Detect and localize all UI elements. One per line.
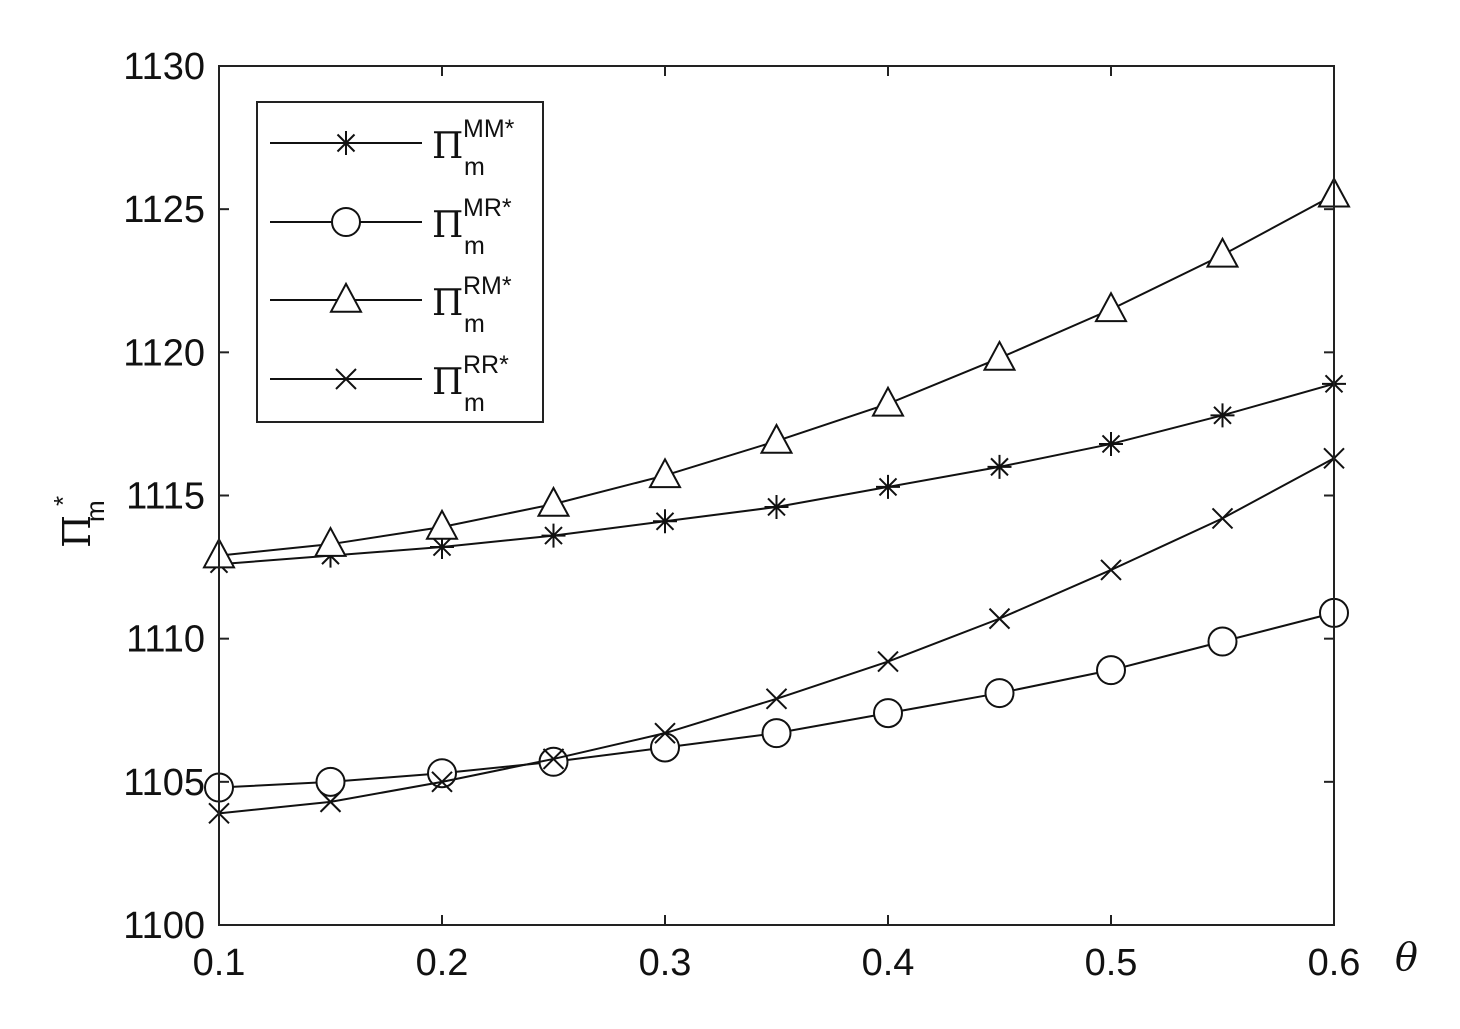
y-axis-label: Π m *	[48, 496, 110, 548]
y-tick-label: 1100	[123, 905, 205, 947]
data-point-circle	[1207, 626, 1238, 657]
y-tick-label: 1115	[126, 476, 205, 518]
legend-marker-asterisk	[334, 131, 358, 155]
data-point-x	[877, 650, 899, 673]
data-point-circle	[650, 732, 680, 763]
legend-label-main: Π	[432, 283, 463, 324]
data-point-triangle	[536, 485, 571, 517]
y-axis-label-main: Π	[55, 515, 99, 548]
legend-label-main: Π	[432, 362, 463, 403]
legend-label-main: Π	[432, 126, 463, 167]
data-point-triangle	[759, 422, 794, 454]
x-tick-label: 0.2	[416, 942, 469, 984]
data-point-triangle	[871, 385, 905, 417]
data-point-circle	[873, 698, 903, 729]
legend-items: Π MM*mΠ MR*mΠ RM*mΠ RR*m	[270, 115, 515, 417]
x-tick-label: 0.5	[1085, 942, 1138, 984]
legend-box	[256, 101, 544, 423]
legend-label-sup: RR*	[463, 351, 509, 379]
data-point-x	[765, 688, 788, 710]
data-point-x	[1100, 559, 1122, 581]
series-circle	[204, 597, 1349, 803]
y-tick-label: 1125	[123, 189, 205, 231]
data-point-circle	[984, 678, 1015, 709]
data-point-asterisk	[541, 523, 566, 548]
legend-label-sup: MR*	[463, 194, 512, 222]
data-point-asterisk	[653, 509, 677, 534]
data-point-asterisk	[876, 474, 900, 499]
y-axis-label-sub: m	[80, 500, 110, 522]
data-point-triangle	[1094, 291, 1128, 323]
x-axis-label: θ	[1395, 935, 1418, 979]
data-point-x	[431, 771, 453, 793]
data-point-circle	[315, 766, 346, 797]
y-tick-label: 1120	[123, 332, 205, 374]
data-point-asterisk	[1210, 403, 1235, 428]
legend-label-sub: m	[464, 389, 485, 417]
data-point-triangle	[982, 339, 1017, 371]
legend: Π MM*mΠ MR*mΠ RM*mΠ RR*m	[256, 101, 544, 423]
legend-label-sup: MM*	[463, 115, 515, 143]
series-layer	[202, 176, 1351, 825]
data-point-x	[988, 607, 1011, 630]
legend-label-sub: m	[464, 232, 485, 260]
data-point-x	[654, 722, 676, 744]
data-point-circle	[761, 718, 792, 749]
data-point-asterisk	[1099, 431, 1123, 456]
series-x	[208, 447, 1345, 825]
legend-marker-circle	[331, 207, 361, 237]
legend-item: Π MM* m	[270, 115, 515, 181]
data-point-x	[1211, 507, 1234, 530]
data-point-asterisk	[430, 535, 454, 560]
legend-label-sub: m	[464, 310, 485, 338]
series-triangle	[202, 176, 1351, 569]
x-tick-label: 0.4	[862, 942, 915, 984]
y-tick-label: 1110	[126, 619, 205, 661]
y-axis-label-sup: *	[48, 496, 78, 506]
legend-label-sub: m	[464, 153, 485, 181]
data-point-triangle	[313, 525, 348, 557]
ticks-layer: 0.1 0.2 0.3 0.4 0.5 0.6 1100 1105 1110 1115 1120 11…	[123, 46, 1360, 984]
data-point-triangle	[1205, 236, 1240, 268]
legend-item: Π MR* m	[270, 194, 512, 260]
data-point-asterisk	[764, 494, 789, 519]
y-tick-label: 1130	[123, 46, 205, 88]
x-tick-label: 0.3	[639, 942, 692, 984]
data-point-circle	[1096, 655, 1126, 686]
y-tick-label: 1105	[123, 762, 205, 804]
legend-item: Π RR* m	[270, 351, 509, 417]
legend-label-sup: RM*	[463, 272, 512, 300]
data-point-x	[542, 748, 565, 770]
legend-marker-x	[335, 368, 357, 390]
x-tick-label: 0.6	[1308, 942, 1361, 984]
data-point-asterisk	[987, 454, 1012, 479]
data-point-x	[319, 791, 342, 813]
legend-marker-triangle	[329, 281, 363, 313]
x-tick-label: 0.1	[193, 942, 246, 984]
data-point-triangle	[425, 508, 459, 540]
legend-label-main: Π	[432, 205, 463, 246]
legend-item: Π RM* m	[270, 272, 512, 338]
data-point-triangle	[648, 457, 682, 489]
